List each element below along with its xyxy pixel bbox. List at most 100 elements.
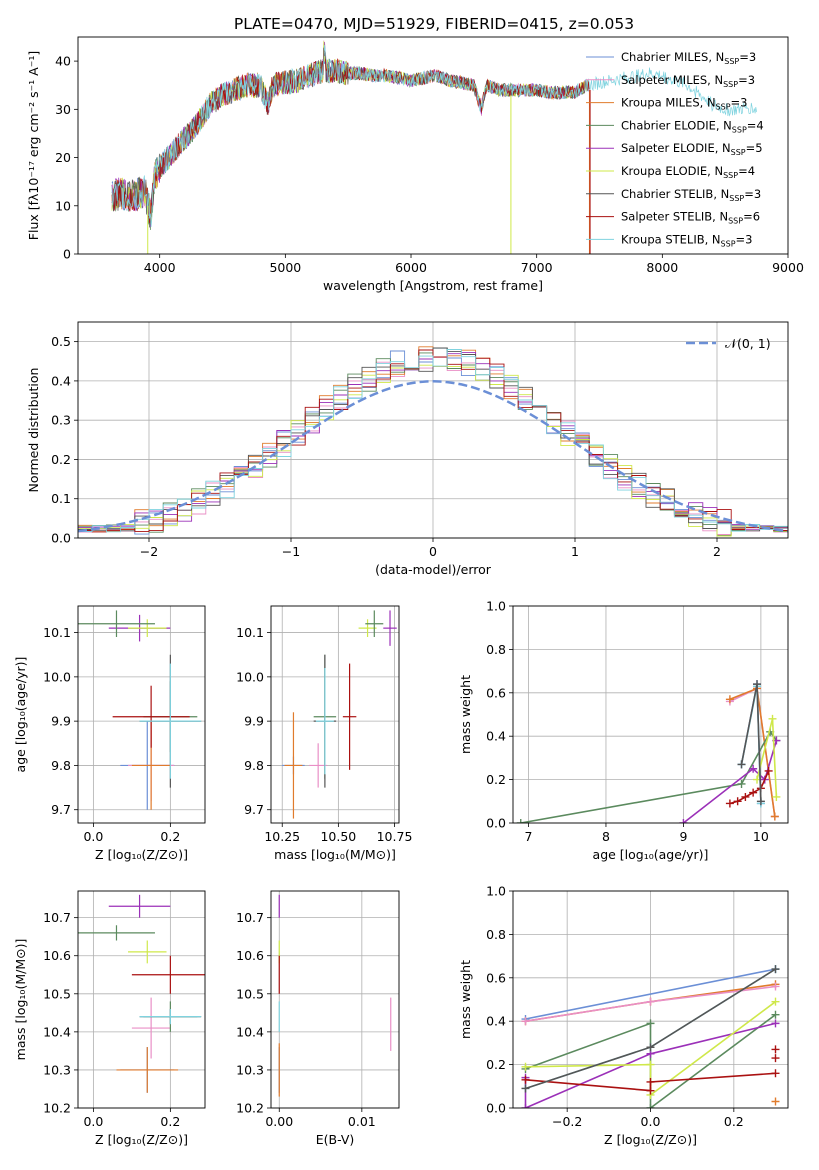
y-tick-label: 10 bbox=[55, 198, 71, 213]
y-tick-label: 9.9 bbox=[51, 714, 71, 729]
y-tick-label: 10.5 bbox=[236, 986, 264, 1001]
legend-label: Salpeter ELODIE, NSSP=5 bbox=[621, 141, 763, 157]
y-tick-label: 9.8 bbox=[51, 758, 71, 773]
legend-label: Chabrier ELODIE, NSSP=4 bbox=[621, 118, 764, 134]
spectrum-panel: 4000 5000 6000 7000 8000 9000 0 10 20 30 40 wavelen… bbox=[26, 36, 804, 293]
y-tick-label: 1.0 bbox=[486, 884, 506, 899]
mass-weight-marker bbox=[771, 997, 780, 1006]
y-tick-label: 0.6 bbox=[486, 685, 506, 700]
residual-histogram-panel: −2 −1 0 1 2 0.0 0.1 0.2 0.3 0.4 0.5 (data-model)/er… bbox=[26, 321, 789, 577]
mass-weight-marker bbox=[737, 760, 746, 769]
mass-weight-marker bbox=[749, 764, 758, 773]
legend-label-name: Kroupa MILES, N bbox=[621, 96, 716, 110]
legend-label-count: =5 bbox=[746, 141, 763, 155]
y-tick-label: 10.3 bbox=[236, 1062, 264, 1077]
x-tick-label: 6000 bbox=[395, 260, 427, 275]
x-tick-label: 0.0 bbox=[641, 1114, 661, 1129]
error-bar-point bbox=[131, 997, 171, 1059]
axes-frame bbox=[270, 890, 400, 1109]
error-bar-point bbox=[116, 1047, 179, 1093]
histogram-step-line bbox=[78, 349, 788, 538]
y-tick-label: 9.7 bbox=[51, 802, 71, 817]
error-bar-point bbox=[139, 663, 202, 779]
axes-frame bbox=[77, 321, 789, 539]
legend-label: Kroupa ELODIE, NSSP=4 bbox=[621, 164, 755, 180]
mass-weight-marker bbox=[646, 997, 655, 1006]
x-tick-label: 0.2 bbox=[724, 1114, 744, 1129]
error-bar-point bbox=[309, 743, 328, 788]
axes-frame bbox=[77, 890, 206, 1109]
x-tick-label: 5000 bbox=[269, 260, 301, 275]
y-tick-label: 10.1 bbox=[236, 625, 264, 640]
axes-frame bbox=[77, 36, 789, 255]
legend-label-name: Salpeter ELODIE, N bbox=[621, 141, 731, 155]
y-tick-label: 10.6 bbox=[43, 948, 71, 963]
mass-weight-marker bbox=[521, 1062, 530, 1071]
y-tick-label: 10.4 bbox=[236, 1024, 264, 1039]
y-tick-label: 9.8 bbox=[244, 758, 264, 773]
y-tick-label: 0.4 bbox=[486, 1014, 506, 1029]
y-tick-label: 10.0 bbox=[43, 669, 71, 684]
mass-weight-marker bbox=[770, 812, 779, 821]
axes-frame bbox=[270, 605, 400, 824]
mass-weight-marker bbox=[646, 1043, 655, 1052]
x-tick-label: 9 bbox=[679, 829, 687, 844]
y-tick-label: 10.4 bbox=[43, 1024, 71, 1039]
error-bar-point bbox=[131, 955, 205, 994]
axes-frame bbox=[512, 890, 789, 1109]
legend-label-name: Chabrier STELIB, N bbox=[621, 187, 729, 201]
legend-label-name: Kroupa ELODIE, N bbox=[621, 164, 723, 178]
x-tick-label: 10.75 bbox=[377, 829, 413, 844]
legend-label: Chabrier STELIB, NSSP=3 bbox=[621, 187, 761, 203]
mass-weight-marker bbox=[756, 797, 765, 806]
legend-label-name: Salpeter MILES, N bbox=[621, 73, 723, 87]
legend-label-name: Chabrier ELODIE, N bbox=[621, 118, 732, 132]
mass-weight-line bbox=[525, 968, 776, 1020]
legend-label: Kroupa STELIB, NSSP=3 bbox=[621, 232, 752, 248]
mass-weight-marker bbox=[646, 1086, 655, 1095]
y-tick-label: 10.6 bbox=[236, 948, 264, 963]
normal-reference-curve bbox=[78, 380, 788, 533]
spectrum-line bbox=[111, 45, 757, 227]
mass-weight-marker bbox=[771, 1010, 780, 1019]
age-vs-metallicity-panel: 0.0 0.2 9.7 9.8 9.9 10.0 10.1 Z [log₁₀(Z/Z⊙)] ag… bbox=[13, 605, 206, 862]
legend-label-subscript: SSP bbox=[731, 148, 746, 157]
y-tick-label: 30 bbox=[55, 102, 71, 117]
x-tick-label: 10.25 bbox=[264, 829, 300, 844]
mass-weight-marker bbox=[771, 1097, 780, 1106]
y-axis-label: age [log₁₀(age/yr)] bbox=[13, 657, 28, 773]
error-bar-point bbox=[78, 610, 155, 637]
x-axis-label: mass [log₁₀(M/M⊙)] bbox=[274, 847, 396, 862]
x-axis-label: age [log₁₀(age/yr)] bbox=[593, 847, 709, 862]
legend-label: Kroupa MILES, NSSP=3 bbox=[621, 96, 747, 112]
y-tick-label: 0.0 bbox=[486, 816, 506, 831]
mass-weight-marker bbox=[679, 819, 688, 823]
mass-weight-marker bbox=[771, 1045, 780, 1054]
y-axis-label: mass weight bbox=[458, 960, 473, 1039]
mass-weight-marker bbox=[764, 766, 773, 775]
mass-weight-marker bbox=[772, 792, 781, 801]
y-tick-label: 10.7 bbox=[236, 910, 264, 925]
y-tick-label: 0.4 bbox=[51, 373, 71, 388]
y-axis-label: Flux [fλ10⁻¹⁷ erg cm⁻² s⁻¹ A⁻¹] bbox=[26, 51, 41, 240]
y-tick-label: 40 bbox=[55, 54, 71, 69]
mass-weight-marker bbox=[646, 1104, 655, 1108]
legend-label-count: =3 bbox=[738, 73, 755, 87]
mass-weight-line bbox=[682, 740, 778, 823]
mass-weight-vs-age-panel: 7 8 9 10 0.0 0.2 0.4 0.6 0.8 1.0 age [log₁₀(age/yr… bbox=[458, 599, 789, 862]
x-axis-label: (data-model)/error bbox=[375, 562, 492, 577]
x-tick-label: 8 bbox=[602, 829, 610, 844]
y-tick-label: 0.1 bbox=[51, 491, 71, 506]
y-tick-label: 0.4 bbox=[486, 729, 506, 744]
legend-label-count: =3 bbox=[731, 96, 748, 110]
y-tick-label: 0.8 bbox=[486, 642, 506, 657]
legend-label-count: =4 bbox=[747, 118, 764, 132]
y-tick-label: 10.3 bbox=[43, 1062, 71, 1077]
mass-weight-marker bbox=[725, 799, 734, 808]
mass-weight-marker bbox=[646, 1060, 655, 1069]
error-bar-point bbox=[128, 619, 167, 637]
spectrum-line bbox=[111, 56, 590, 222]
x-tick-label: 10 bbox=[753, 829, 769, 844]
y-axis-label: mass [log₁₀(M/M⊙)] bbox=[13, 939, 28, 1061]
